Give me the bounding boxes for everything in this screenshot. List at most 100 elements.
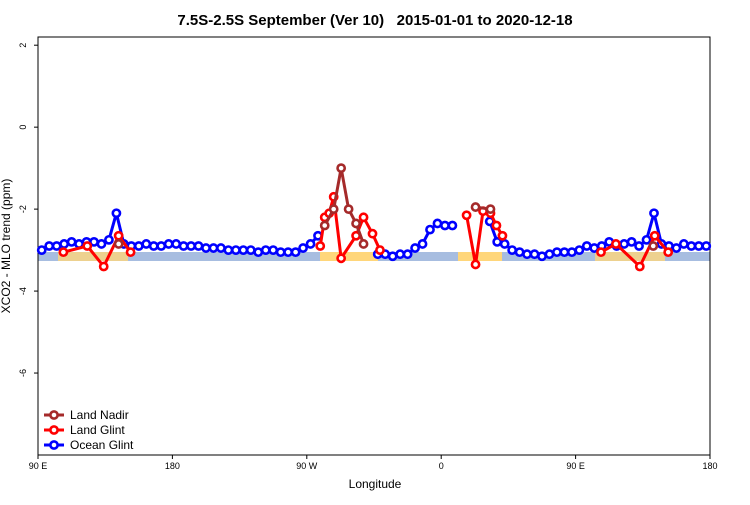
point <box>470 259 481 270</box>
point <box>104 234 114 245</box>
point <box>275 247 286 258</box>
chart-title: 7.5S-2.5S September (Ver 10) 2015-01-01 … <box>177 12 572 29</box>
point <box>634 261 645 272</box>
point <box>238 245 249 255</box>
point <box>171 239 182 249</box>
x-tick-label: 180 <box>165 461 180 471</box>
y-axis-label: XCO2 - MLO trend (ppm) <box>0 179 13 314</box>
point <box>216 243 226 253</box>
series <box>36 208 712 262</box>
point <box>336 163 347 174</box>
point <box>298 243 308 253</box>
point <box>98 261 109 272</box>
point <box>499 239 510 249</box>
x-tick-label: 90 W <box>296 461 318 471</box>
point <box>245 245 256 255</box>
point <box>343 204 354 215</box>
legend-marker <box>49 410 59 420</box>
point <box>253 247 264 258</box>
point <box>470 202 481 212</box>
point <box>44 241 55 251</box>
point <box>529 249 540 260</box>
point <box>163 239 174 249</box>
point <box>51 241 62 251</box>
y-tick-label: -6 <box>18 369 28 377</box>
point <box>417 239 428 249</box>
point <box>315 241 326 251</box>
series <box>58 191 674 272</box>
x-tick-label: 90 E <box>566 461 585 471</box>
point <box>497 230 508 241</box>
point <box>358 212 369 223</box>
point <box>358 239 369 249</box>
point <box>66 237 77 247</box>
point <box>566 247 577 258</box>
point <box>201 243 211 253</box>
point <box>387 251 398 262</box>
point <box>186 241 196 251</box>
point <box>133 241 144 251</box>
point <box>148 241 159 251</box>
point <box>208 243 219 253</box>
point <box>447 220 458 231</box>
point <box>230 245 241 255</box>
series <box>113 163 659 251</box>
y-tick-label: 0 <box>18 125 28 130</box>
legend-marker <box>49 425 59 435</box>
x-axis-label: Longitude <box>349 477 402 491</box>
point <box>156 241 167 251</box>
point <box>59 239 70 249</box>
x-tick-label: 180 <box>702 461 717 471</box>
point <box>305 239 316 249</box>
point <box>402 249 413 260</box>
point <box>693 241 704 251</box>
point <box>375 245 385 255</box>
point <box>223 245 234 255</box>
point <box>260 245 271 255</box>
point <box>425 224 435 235</box>
point <box>648 241 659 251</box>
point <box>581 241 592 251</box>
point <box>36 245 47 255</box>
land-band <box>320 252 378 261</box>
point <box>58 247 69 258</box>
y-tick-label: 2 <box>18 43 28 48</box>
x-tick-label: 0 <box>439 461 444 471</box>
legend-label: Ocean Glint <box>70 438 134 452</box>
point <box>626 237 637 247</box>
point <box>537 251 547 262</box>
point <box>574 245 585 255</box>
point <box>649 208 659 219</box>
point <box>113 230 124 241</box>
point <box>178 241 189 251</box>
point <box>395 249 406 260</box>
point <box>491 220 502 231</box>
point <box>552 247 562 258</box>
point <box>141 239 152 249</box>
point <box>701 241 712 251</box>
point <box>96 239 107 249</box>
point <box>283 247 294 258</box>
point <box>641 234 652 245</box>
point <box>507 245 518 255</box>
point <box>522 249 532 260</box>
point <box>351 218 361 229</box>
point <box>410 243 420 253</box>
point <box>686 241 697 251</box>
point <box>290 247 301 258</box>
legend-label: Land Nadir <box>70 408 129 422</box>
point <box>113 239 124 249</box>
point <box>514 247 525 258</box>
point <box>440 220 450 231</box>
point <box>663 247 674 258</box>
point <box>544 249 555 260</box>
legend-label: Land Glint <box>70 423 125 437</box>
point <box>671 243 682 253</box>
point <box>678 239 689 249</box>
point <box>611 239 621 249</box>
point <box>559 247 570 258</box>
point <box>319 220 330 231</box>
point <box>367 228 378 239</box>
point <box>649 230 660 241</box>
point <box>596 247 606 258</box>
